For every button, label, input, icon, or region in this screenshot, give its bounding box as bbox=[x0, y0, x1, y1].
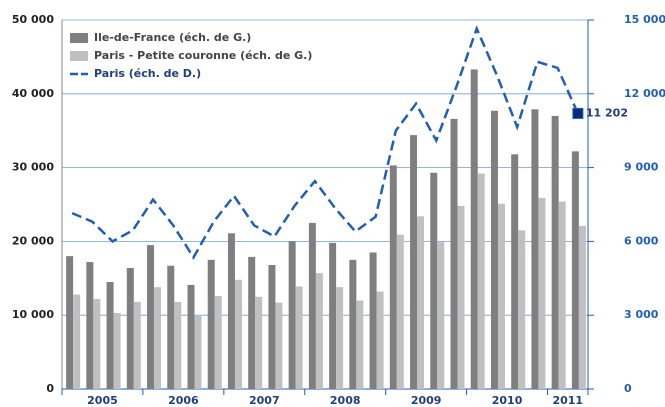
bar bbox=[490, 110, 498, 390]
bar bbox=[336, 287, 344, 389]
y2-tick-label: 9 000 bbox=[624, 161, 659, 174]
bar bbox=[167, 265, 175, 389]
bar bbox=[470, 69, 478, 390]
x-tick-label: 2008 bbox=[330, 394, 361, 407]
bar bbox=[126, 267, 134, 389]
legend-label: Ile-de-France (éch. de G.) bbox=[94, 31, 251, 44]
bar bbox=[214, 296, 222, 389]
bar bbox=[234, 279, 242, 389]
bar bbox=[578, 225, 586, 389]
legend-swatch bbox=[70, 51, 88, 61]
y-tick-label: 20 000 bbox=[12, 234, 54, 247]
value-label: 11 202 bbox=[586, 106, 628, 119]
point-marker bbox=[572, 107, 584, 119]
line bbox=[71, 25, 580, 260]
bar bbox=[389, 165, 397, 389]
bar bbox=[329, 242, 337, 389]
y-tick-label: 40 000 bbox=[12, 87, 54, 100]
bar bbox=[430, 172, 438, 389]
bar bbox=[497, 203, 505, 389]
bar bbox=[106, 281, 114, 389]
x-tick-label: 2010 bbox=[492, 394, 523, 407]
legend-swatch bbox=[70, 33, 88, 43]
y2-tick-label: 12 000 bbox=[624, 87, 665, 100]
x-tick-label: 2007 bbox=[249, 394, 280, 407]
x-tick-label: 2009 bbox=[411, 394, 442, 407]
bar bbox=[457, 205, 465, 389]
bar bbox=[248, 256, 256, 389]
bar bbox=[396, 234, 404, 389]
bar bbox=[207, 259, 215, 389]
bar bbox=[511, 154, 519, 389]
x-tick-label: 2006 bbox=[168, 394, 199, 407]
bar bbox=[113, 312, 121, 389]
bar bbox=[349, 259, 357, 389]
bar bbox=[133, 301, 141, 389]
bar bbox=[194, 315, 202, 389]
y-tick-label: 30 000 bbox=[12, 161, 54, 174]
bar bbox=[73, 294, 81, 389]
bar bbox=[295, 286, 303, 389]
bar bbox=[154, 287, 162, 389]
bar bbox=[315, 273, 323, 389]
bar bbox=[558, 201, 566, 389]
bar bbox=[288, 241, 296, 389]
bar bbox=[538, 197, 546, 389]
bar bbox=[93, 298, 101, 389]
bar bbox=[518, 230, 526, 389]
bar bbox=[66, 256, 74, 389]
bar bbox=[551, 115, 559, 389]
bar bbox=[571, 151, 579, 389]
bar bbox=[417, 216, 425, 389]
bar bbox=[255, 296, 263, 389]
bar bbox=[275, 302, 283, 389]
bar bbox=[356, 300, 364, 389]
bar bbox=[437, 242, 445, 389]
bar bbox=[174, 301, 182, 389]
bar bbox=[369, 252, 377, 389]
bar bbox=[147, 245, 155, 389]
x-tick-label: 2005 bbox=[87, 394, 118, 407]
bar bbox=[227, 233, 235, 389]
bar bbox=[450, 118, 458, 389]
y-tick-label: 50 000 bbox=[12, 13, 54, 26]
y-tick-label: 0 bbox=[46, 382, 54, 395]
legend-label: Paris - Petite couronne (éch. de G.) bbox=[94, 49, 312, 62]
bar bbox=[531, 109, 539, 389]
y2-tick-label: 6 000 bbox=[624, 234, 659, 247]
bar bbox=[477, 173, 485, 389]
bar bbox=[376, 291, 384, 389]
legend-label: Paris (éch. de D.) bbox=[94, 67, 201, 80]
bar bbox=[308, 222, 316, 389]
bar bbox=[268, 265, 276, 389]
y-tick-label: 10 000 bbox=[12, 308, 54, 321]
x-tick-label: 2011 bbox=[552, 394, 583, 407]
bar bbox=[86, 262, 94, 389]
y2-tick-label: 3 000 bbox=[624, 308, 659, 321]
y2-tick-label: 0 bbox=[624, 382, 632, 395]
bar bbox=[410, 135, 418, 389]
bar bbox=[187, 284, 195, 389]
y2-tick-label: 15 000 bbox=[624, 13, 665, 26]
